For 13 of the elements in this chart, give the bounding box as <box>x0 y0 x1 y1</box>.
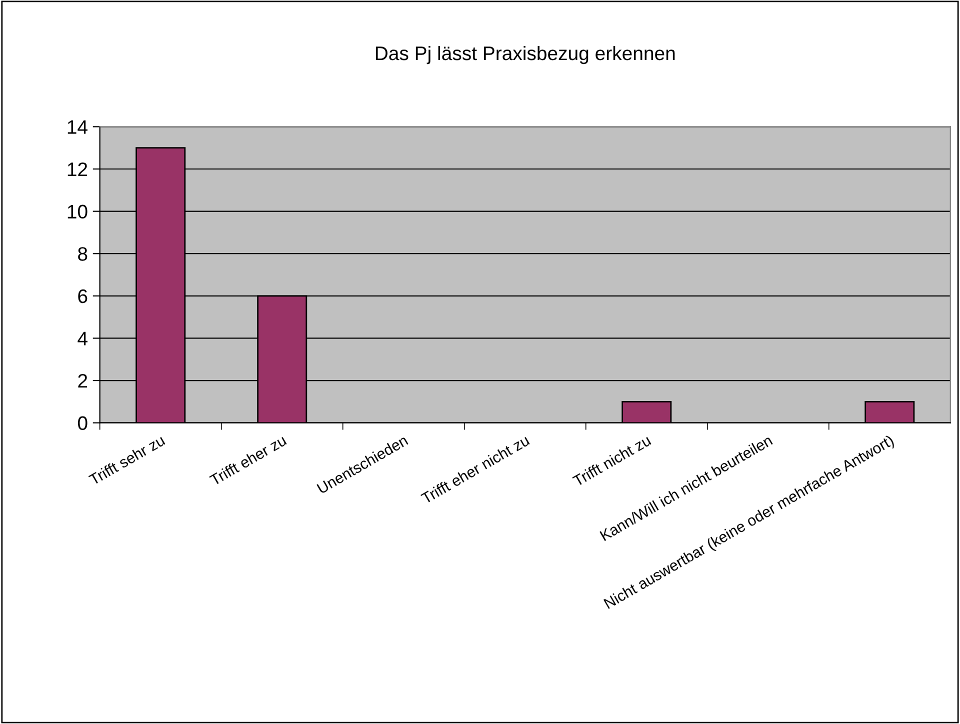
y-tick-label: 4 <box>78 332 88 346</box>
y-tick-label: 2 <box>78 374 88 388</box>
y-tick-label: 0 <box>78 416 88 430</box>
y-tick-label: 8 <box>78 247 88 261</box>
y-tick-label: 14 <box>68 120 88 134</box>
x-tick-label: Trifft nicht zu <box>572 434 652 487</box>
x-tick-label: Trifft sehr zu <box>88 434 166 486</box>
x-tick-label: Trifft eher zu <box>208 434 287 486</box>
y-tick-label: 10 <box>68 204 88 219</box>
y-tick-label: 6 <box>78 289 88 304</box>
x-tick-label: Trifft eher nicht zu <box>420 434 530 504</box>
y-tick-label: 12 <box>68 162 88 176</box>
chart-title: Das Pj lässt Praxisbezug erkennen <box>376 46 675 64</box>
